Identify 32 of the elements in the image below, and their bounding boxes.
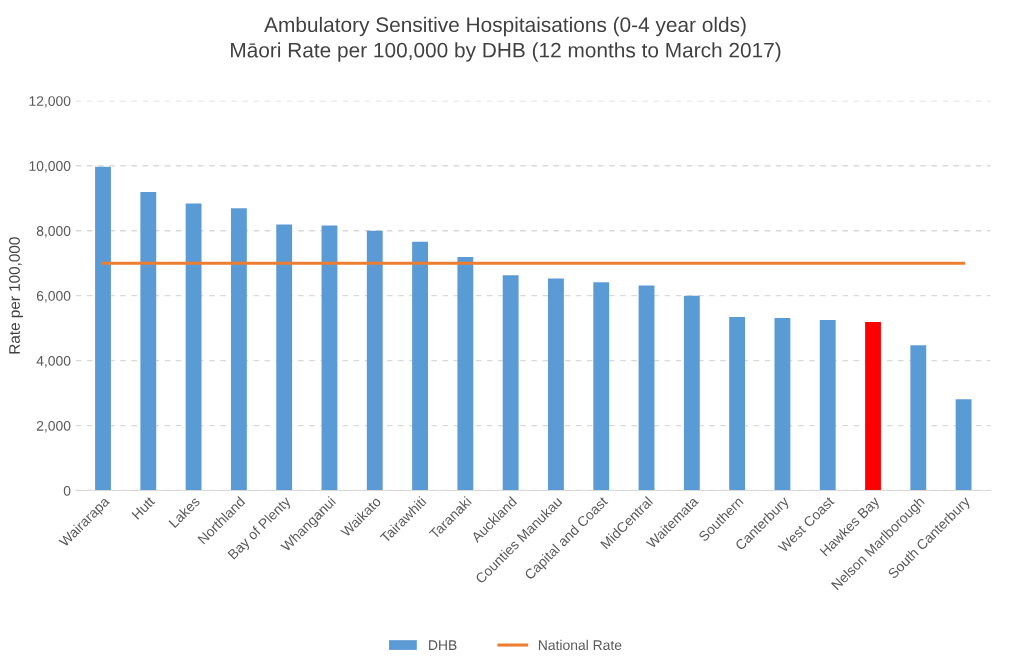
bar [955,399,972,491]
bar [638,285,655,491]
bar [593,282,610,491]
bar [140,192,157,491]
bar [502,275,519,491]
y-tick-label: 12,000 [29,96,71,108]
bar [865,321,881,491]
bar [321,225,338,491]
bar [774,318,791,491]
y-axis-title: Rate per 100,000 [9,237,23,354]
y-tick-label: 10,000 [29,161,71,173]
y-tick-label: 2,000 [36,420,71,433]
y-tick-label: 8,000 [36,226,71,238]
x-tick-label: Hutt [131,495,156,520]
bar [276,224,293,491]
bar [412,241,428,491]
bar [548,278,564,491]
bar [683,295,700,491]
bar [457,257,474,491]
bar [366,230,383,491]
legend-label: DHB [429,640,457,650]
y-tick-label: 4,000 [36,355,71,368]
bar [185,203,202,491]
bar [95,166,111,491]
bar [729,317,746,491]
legend-label: National Rate [538,639,622,651]
y-tick-label: 0 [63,485,71,496]
bar [819,320,836,491]
chart-title: Ambulatory Sensitive Hospitaisations (0-4 year olds) Māori Rate per 100,000 by DHB (12 months to March 2017) [231,16,781,62]
bar [230,208,247,491]
bar [910,345,927,491]
y-tick-label: 6,000 [36,291,71,303]
